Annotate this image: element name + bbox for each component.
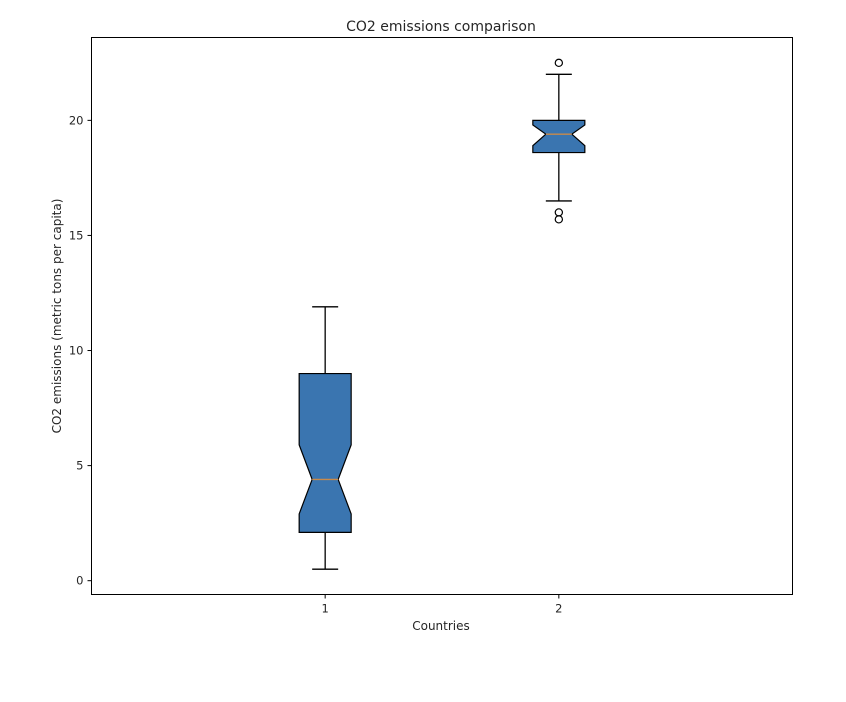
x-axis-label: Countries (412, 619, 470, 633)
outlier-point (554, 58, 564, 68)
x-tick-label: 1 (322, 602, 329, 616)
plot-area (91, 37, 793, 595)
y-tick-label: 5 (76, 459, 83, 473)
outlier-point (554, 215, 564, 224)
y-tick-label: 0 (76, 574, 83, 588)
box-2 (532, 58, 586, 224)
boxes (298, 58, 586, 570)
box-body (532, 119, 586, 154)
outlier-point (554, 208, 564, 217)
y-tick-label: 10 (69, 344, 84, 358)
x-tick-label: 2 (555, 602, 562, 616)
box-1 (298, 306, 352, 570)
box-body (298, 372, 352, 533)
y-tick-label: 20 (69, 113, 84, 127)
y-axis: 0 5 10 15 20 (69, 113, 92, 588)
chart-title: CO2 emissions comparison (346, 19, 536, 35)
y-axis-label: CO2 emissions (metric tons per capita) (50, 199, 64, 434)
y-tick-label: 15 (69, 228, 84, 242)
